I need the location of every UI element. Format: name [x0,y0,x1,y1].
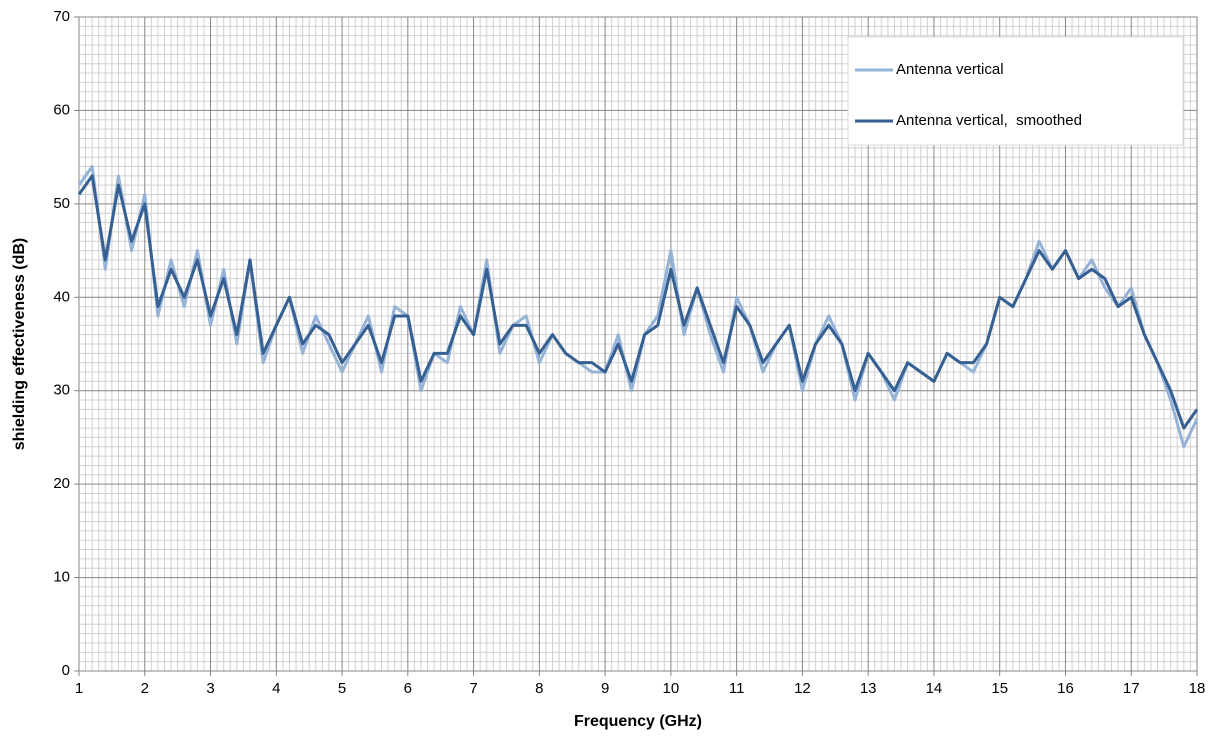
x-tick-label: 4 [272,680,280,697]
plot-frame [78,16,1198,672]
x-tick-label: 17 [1123,680,1140,697]
y-tick-label: 0 [62,662,70,679]
x-tick-label: 14 [926,680,943,697]
x-tick-label: 2 [141,680,149,697]
x-tick-label: 7 [469,680,477,697]
x-tick-label: 3 [206,680,214,697]
x-tick-label: 11 [729,680,745,697]
x-tick-label: 12 [794,680,811,697]
y-tick-label: 70 [53,8,70,25]
x-tick-label: 15 [991,680,1008,697]
y-tick-label: 60 [53,101,70,118]
x-tick-label: 16 [1057,680,1074,697]
y-tick-label: 50 [53,195,70,212]
y-tick-label: 10 [53,569,70,586]
y-tick-label: 40 [53,288,70,305]
y-tick-label: 30 [53,382,70,399]
x-tick-label: 5 [338,680,346,697]
x-tick-label: 9 [601,680,609,697]
y-axis-title: shielding effectiveness (dB) [11,238,28,451]
series-line [77,174,1199,430]
x-axis-title: Frequency (GHz) [574,713,702,730]
x-tick-label: 1 [75,680,83,697]
legend-label: Antenna vertical, smoothed [896,112,1082,129]
x-tick-label: 6 [404,680,412,697]
legend-box [847,36,1184,146]
x-tick-label: 18 [1189,680,1206,697]
x-tick-label: 13 [860,680,877,697]
x-tick-label: 8 [535,680,543,697]
x-tick-label: 10 [663,680,680,697]
legend-label: Antenna vertical [896,61,1004,78]
y-tick-label: 20 [53,475,70,492]
